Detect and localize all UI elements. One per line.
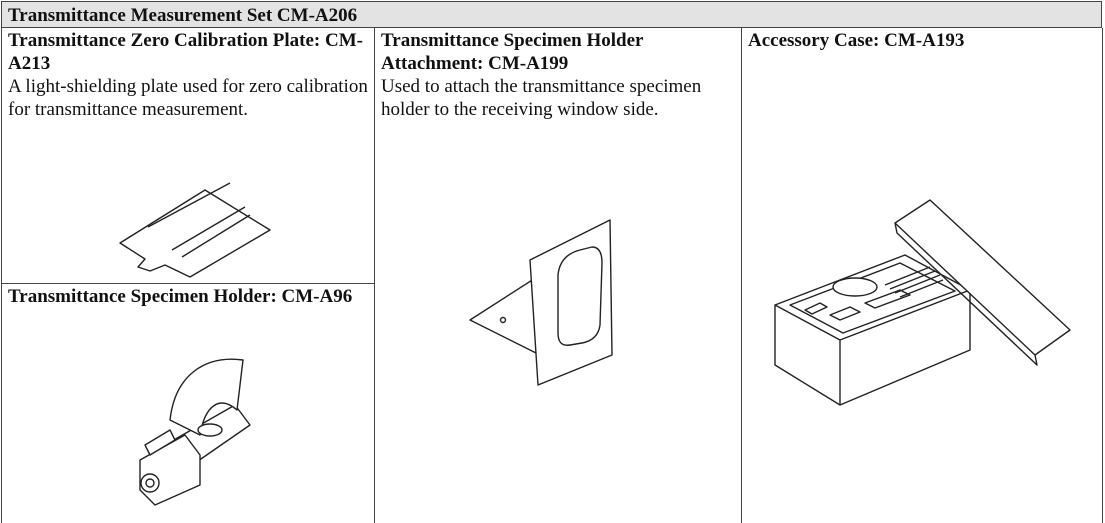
border xyxy=(1,283,374,284)
cell-title: Transmittance Zero Calibration Plate: CM… xyxy=(8,30,363,74)
table-header: Transmittance Measurement Set CM-A206 xyxy=(1,1,1102,28)
border xyxy=(1102,28,1103,523)
border xyxy=(374,28,375,523)
border xyxy=(1,28,2,523)
attachment-illustration xyxy=(469,219,613,386)
cell-title: Transmittance Specimen Holder Attachment… xyxy=(381,30,644,74)
cell: Transmittance Specimen Holder Attachment… xyxy=(375,28,741,122)
cell: Transmittance Specimen Holder: CM-A96 xyxy=(2,284,374,309)
border xyxy=(741,28,742,523)
cell: Accessory Case: CM-A193 xyxy=(742,28,1102,53)
cell: Transmittance Zero Calibration Plate: CM… xyxy=(2,28,374,122)
cell-title: Accessory Case: CM-A193 xyxy=(748,30,965,51)
case-illustration xyxy=(774,199,1071,406)
cell-title: Transmittance Specimen Holder: CM-A96 xyxy=(8,286,353,307)
holder-illustration xyxy=(139,358,251,506)
plate-illustration xyxy=(119,182,271,278)
cell-description: Used to attach the transmittance specime… xyxy=(381,76,702,120)
cell-description: A light-shielding plate used for zero ca… xyxy=(8,76,368,120)
